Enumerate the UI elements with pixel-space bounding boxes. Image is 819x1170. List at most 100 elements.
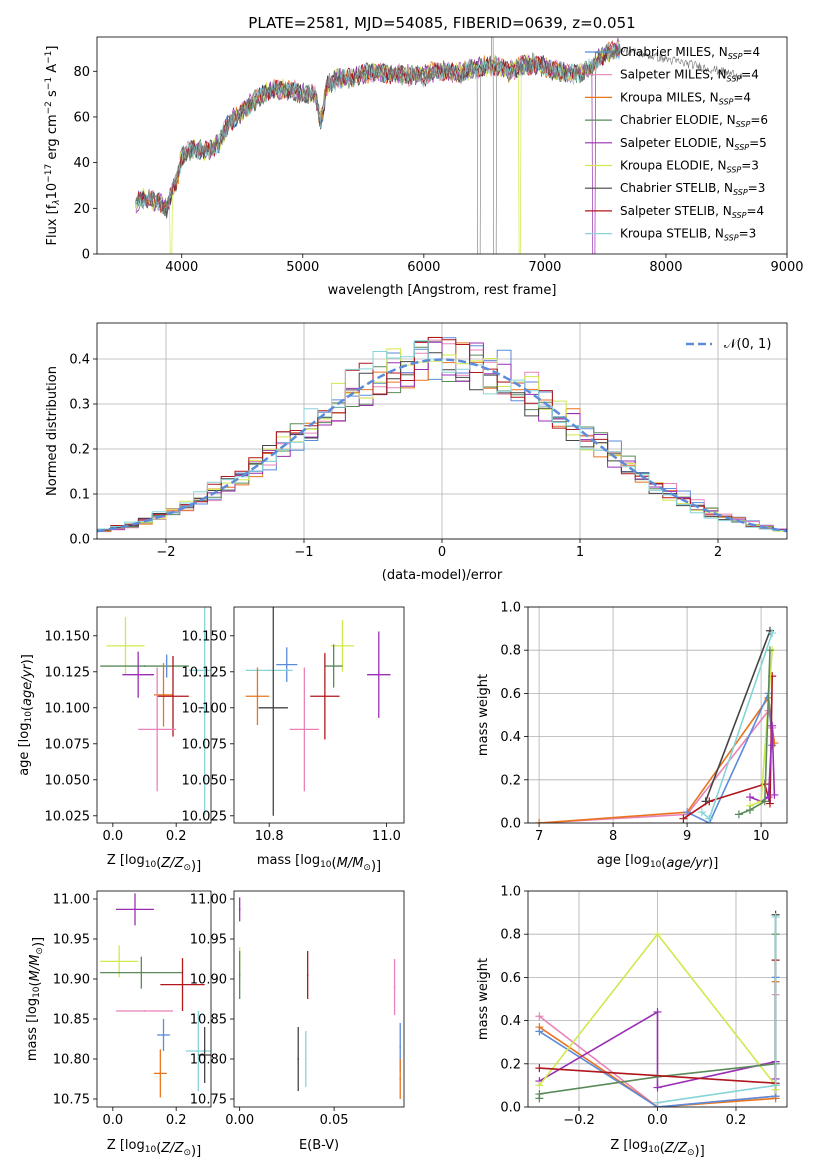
- y-tick-label: 10.025: [182, 809, 228, 824]
- label-part: SSP: [736, 120, 751, 129]
- y-tick-label: 10.125: [182, 665, 228, 680]
- x-tick-label: −1: [294, 545, 313, 560]
- y-tick-label: 40: [73, 156, 90, 171]
- y-tick-label: 10.80: [53, 1053, 90, 1068]
- label-part: )]: [191, 1144, 201, 1159]
- weight-marker: [535, 1081, 544, 1090]
- label-part: (: [20, 706, 35, 711]
- data-point: [304, 1058, 307, 1060]
- x-axis-label: Z [log10(Z/Z⊙)]: [107, 1138, 201, 1159]
- label-part: (: [660, 1141, 665, 1156]
- y-tick-label: 0.1: [69, 488, 90, 503]
- label-part: Z/Z: [160, 1141, 184, 1156]
- label-part: −17: [44, 164, 54, 183]
- x-tick-label: 0.0: [647, 1113, 668, 1128]
- plot-area: [535, 910, 780, 1107]
- x-tick-label: 8: [609, 829, 617, 844]
- y-tick-label: 0.8: [500, 644, 521, 659]
- data-point: [306, 974, 309, 976]
- x-tick-label: −2: [156, 545, 175, 560]
- y-tick-label: 0.2: [500, 1057, 521, 1072]
- weight-marker: [653, 930, 662, 939]
- data-point: [341, 644, 344, 647]
- x-tick-label: 0.2: [166, 1113, 187, 1128]
- x-axis-label: age [log10(age/yr)]: [597, 853, 719, 871]
- label-part: ⊙: [183, 863, 191, 873]
- data-point: [303, 728, 306, 731]
- weight-marker: [770, 790, 779, 799]
- legend-entry: Chabrier STELIB, NSSP=3: [620, 181, 765, 197]
- x-tick-label: 0.0: [102, 1113, 123, 1128]
- label-part: M/M: [28, 955, 43, 982]
- y-axis-label: mass weight: [476, 958, 491, 1040]
- data-point: [268, 669, 271, 672]
- data-point: [399, 1046, 402, 1048]
- ticks: 0.00 0.05 10.75 10.80 10.85 10.90 10.95 11.00: [190, 893, 349, 1129]
- y-tick-label: 0.4: [500, 1014, 521, 1029]
- y-tick-label: 0.2: [69, 443, 90, 458]
- label-part: 10: [650, 860, 662, 870]
- weight-line: [539, 708, 773, 823]
- data-point: [124, 644, 127, 647]
- label-part: Kroupa STELIB, N: [620, 227, 724, 241]
- y-tick-label: 10.100: [182, 701, 228, 716]
- plot-area: [135, 37, 743, 254]
- data-point: [143, 665, 146, 667]
- label-part: mass [log: [25, 998, 40, 1061]
- y-axis-label: Flux [fλ10−17 erg cm−2 s−1 A−1]: [44, 46, 62, 246]
- label-part: Salpeter STELIB, N: [620, 204, 732, 218]
- legend-entry: Kroupa ELODIE, NSSP=3: [620, 159, 759, 175]
- y-tick-label: 10.125: [45, 665, 91, 680]
- data-point: [393, 986, 396, 988]
- histogram-step: [97, 337, 787, 531]
- y-tick-label: 20: [73, 202, 90, 217]
- x-axis-label: Z [log10(Z/Z⊙)]: [610, 1138, 704, 1159]
- x-axis-label: (data-model)/error: [382, 568, 503, 583]
- data-point: [203, 1054, 206, 1056]
- weight-marker: [535, 1064, 544, 1073]
- weight-marker: [705, 814, 714, 823]
- ticks: −2 −1 0 1 2 0.0 0.1 0.2 0.3 0.4: [69, 353, 722, 561]
- data-point: [297, 1058, 300, 1060]
- label-part: Z/Z: [664, 1141, 688, 1156]
- y-tick-label: 11.00: [190, 893, 227, 908]
- label-part: SSP: [727, 75, 742, 84]
- label-part: 10: [32, 986, 42, 998]
- legend-entry: Chabrier ELODIE, NSSP=6: [620, 113, 768, 129]
- label-part: ]: [45, 46, 60, 51]
- normal-curve: [97, 358, 787, 533]
- x-tick-label: 1: [576, 545, 584, 560]
- histogram-step: [97, 340, 787, 531]
- weight-marker: [697, 808, 706, 817]
- ticks: 4000 5000 6000 7000 8000 9000 0 20 40 60 80: [73, 65, 803, 275]
- x-tick-label: −0.2: [563, 1113, 595, 1128]
- label-part: 10: [320, 860, 332, 870]
- data-point: [159, 1072, 162, 1075]
- data-point: [137, 673, 140, 676]
- data-point: [238, 974, 241, 976]
- label-part: ⊙: [363, 863, 371, 873]
- data-point: [165, 665, 168, 667]
- label-part: Salpeter ELODIE, N: [620, 136, 734, 150]
- x-tick-label: 0.2: [726, 1113, 747, 1128]
- x-tick-label: 7000: [528, 260, 561, 275]
- y-tick-label: 80: [73, 65, 90, 80]
- weight-line: [539, 695, 776, 823]
- y-tick-label: 10.95: [53, 933, 90, 948]
- weight-marker: [535, 819, 544, 823]
- data-point: [172, 695, 174, 698]
- label-part: λ: [52, 199, 62, 205]
- y-tick-label: 0.8: [500, 928, 521, 943]
- y-tick-label: 60: [73, 110, 90, 125]
- label-part: age/yr: [20, 663, 35, 706]
- label-part: Flux [f: [45, 204, 60, 245]
- y-tick-label: 10.90: [53, 973, 90, 988]
- axes-frame: [527, 890, 788, 1108]
- y-tick-label: 10.80: [190, 1053, 227, 1068]
- label-part: mass [log: [257, 853, 320, 868]
- plot-area: [245, 607, 391, 816]
- legend-entry: Kroupa MILES, NSSP=4: [620, 90, 751, 106]
- x-tick-label: 6000: [407, 260, 440, 275]
- x-tick-label: 0.00: [225, 1113, 254, 1128]
